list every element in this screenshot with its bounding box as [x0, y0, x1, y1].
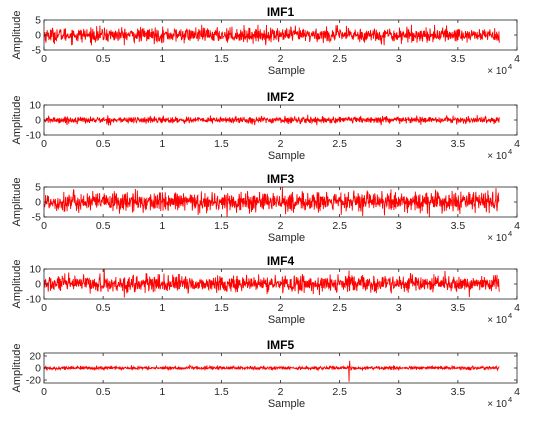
x-tick-label: 0.5 [96, 138, 111, 150]
x-tick-label: 2 [278, 138, 284, 150]
signal-trace [44, 187, 500, 217]
x-tick-label: 1 [159, 138, 165, 150]
x-tick-label: 2 [278, 53, 284, 65]
y-axis-label: Amplitude [11, 178, 23, 227]
x-axis-label: Sample [268, 65, 305, 77]
y-tick-label: -10 [26, 294, 41, 306]
x-tick-label: 2.5 [332, 386, 347, 398]
x-tick-label: 0.5 [96, 220, 111, 232]
x-exponent-power: 4 [508, 311, 512, 320]
x-tick-label: 3 [396, 386, 402, 398]
x-tick-label: 1.5 [214, 53, 229, 65]
x-tick-label: 2 [278, 220, 284, 232]
x-exponent-power: 4 [508, 229, 512, 238]
y-axis-label: Amplitude [11, 260, 23, 309]
x-tick-label: 3 [396, 220, 402, 232]
x-tick-label: 1.5 [214, 302, 229, 314]
subplot-title: IMF4 [267, 254, 295, 268]
y-tick-label: 5 [35, 182, 41, 194]
x-tick-label: 3.5 [451, 386, 466, 398]
y-tick-label: 20 [29, 351, 41, 363]
x-tick-label: 0.5 [96, 53, 111, 65]
x-tick-label: 1 [159, 53, 165, 65]
y-tick-label: -5 [32, 45, 41, 57]
y-tick-label: -20 [26, 375, 41, 387]
x-tick-label: 2.5 [332, 220, 347, 232]
x-tick-label: 0 [41, 138, 47, 150]
signal-trace [44, 114, 500, 126]
x-tick-label: 4 [514, 220, 520, 232]
x-exponent-power: 4 [508, 62, 512, 71]
x-exponent-base: × 10 [487, 233, 507, 244]
signal-trace [44, 360, 500, 382]
x-tick-label: 4 [514, 138, 520, 150]
x-tick-label: 3.5 [451, 138, 466, 150]
y-axis-label: Amplitude [11, 96, 23, 145]
x-axis-label: Sample [268, 232, 305, 244]
x-tick-label: 3.5 [451, 302, 466, 314]
x-tick-label: 3.5 [451, 220, 466, 232]
x-tick-label: 0.5 [96, 386, 111, 398]
y-tick-label: 0 [35, 115, 41, 127]
x-axis-label: Sample [268, 398, 305, 410]
x-tick-label: 3.5 [451, 53, 466, 65]
x-tick-label: 1 [159, 220, 165, 232]
x-tick-label: 0 [41, 220, 47, 232]
y-tick-label: 5 [35, 15, 41, 27]
x-exponent-power: 4 [508, 147, 512, 156]
x-tick-label: 4 [514, 302, 520, 314]
x-tick-label: 2.5 [332, 138, 347, 150]
x-exponent-base: × 10 [487, 399, 507, 410]
y-tick-label: 0 [35, 279, 41, 291]
x-axis-label: Sample [268, 314, 305, 326]
x-tick-label: 4 [514, 53, 520, 65]
subplot-title: IMF5 [267, 338, 295, 352]
x-tick-label: 2.5 [332, 53, 347, 65]
y-tick-label: 10 [29, 100, 41, 112]
x-tick-label: 3 [396, 53, 402, 65]
y-axis-label: Amplitude [11, 11, 23, 60]
y-tick-label: -10 [26, 130, 41, 142]
x-tick-label: 2 [278, 302, 284, 314]
x-tick-label: 1.5 [214, 220, 229, 232]
x-tick-label: 0 [41, 53, 47, 65]
y-tick-label: 0 [35, 363, 41, 375]
x-exponent-base: × 10 [487, 315, 507, 326]
y-tick-label: 0 [35, 30, 41, 42]
x-exponent-base: × 10 [487, 151, 507, 162]
x-exponent-power: 4 [508, 395, 512, 404]
y-tick-label: 0 [35, 197, 41, 209]
subplot-title: IMF1 [267, 5, 295, 19]
y-tick-label: -5 [32, 212, 41, 224]
x-tick-label: 1 [159, 302, 165, 314]
x-tick-label: 3 [396, 302, 402, 314]
y-tick-label: 10 [29, 264, 41, 276]
y-axis-label: Amplitude [11, 344, 23, 393]
subplot-title: IMF3 [267, 172, 295, 186]
x-tick-label: 4 [514, 386, 520, 398]
x-exponent-base: × 10 [487, 66, 507, 77]
x-tick-label: 3 [396, 138, 402, 150]
signal-trace [44, 24, 500, 46]
x-tick-label: 0 [41, 302, 47, 314]
x-tick-label: 1.5 [214, 386, 229, 398]
x-axis-label: Sample [268, 150, 305, 162]
x-tick-label: 0.5 [96, 302, 111, 314]
x-tick-label: 1 [159, 386, 165, 398]
x-tick-label: 1.5 [214, 138, 229, 150]
x-tick-label: 2 [278, 386, 284, 398]
subplot-title: IMF2 [267, 90, 295, 104]
x-tick-label: 0 [41, 386, 47, 398]
x-tick-label: 2.5 [332, 302, 347, 314]
signal-trace [44, 269, 500, 298]
